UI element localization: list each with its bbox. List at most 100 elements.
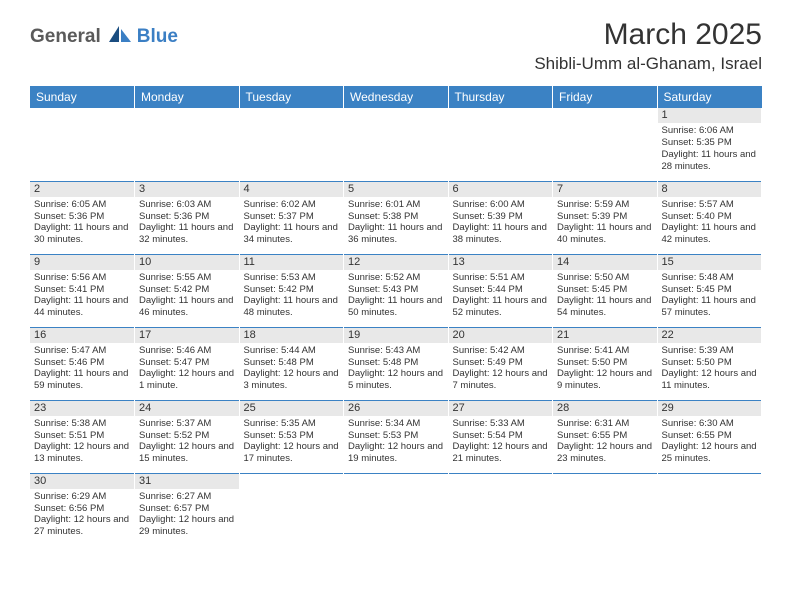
day-number bbox=[658, 474, 762, 489]
calendar-day-cell: 16Sunrise: 5:47 AMSunset: 5:46 PMDayligh… bbox=[30, 327, 135, 400]
calendar-day-cell: 9Sunrise: 5:56 AMSunset: 5:41 PMDaylight… bbox=[30, 254, 135, 327]
calendar-day-cell: 12Sunrise: 5:52 AMSunset: 5:43 PMDayligh… bbox=[344, 254, 449, 327]
calendar-day-cell bbox=[239, 108, 344, 181]
calendar-day-cell: 25Sunrise: 5:35 AMSunset: 5:53 PMDayligh… bbox=[239, 400, 344, 473]
calendar-day-cell: 20Sunrise: 5:42 AMSunset: 5:49 PMDayligh… bbox=[448, 327, 553, 400]
calendar-day-cell: 21Sunrise: 5:41 AMSunset: 5:50 PMDayligh… bbox=[553, 327, 658, 400]
weekday-header: Monday bbox=[135, 86, 240, 108]
calendar-week-row: 30Sunrise: 6:29 AMSunset: 6:56 PMDayligh… bbox=[30, 473, 762, 546]
calendar-day-cell: 8Sunrise: 5:57 AMSunset: 5:40 PMDaylight… bbox=[657, 181, 762, 254]
calendar-day-cell bbox=[448, 473, 553, 546]
calendar-week-row: 2Sunrise: 6:05 AMSunset: 5:36 PMDaylight… bbox=[30, 181, 762, 254]
day-number: 18 bbox=[240, 328, 344, 343]
calendar-day-cell: 24Sunrise: 5:37 AMSunset: 5:52 PMDayligh… bbox=[135, 400, 240, 473]
day-details: Sunrise: 5:43 AMSunset: 5:48 PMDaylight:… bbox=[344, 343, 448, 395]
day-details: Sunrise: 6:29 AMSunset: 6:56 PMDaylight:… bbox=[30, 489, 134, 541]
day-details: Sunrise: 6:00 AMSunset: 5:39 PMDaylight:… bbox=[449, 197, 553, 249]
calendar-day-cell bbox=[657, 473, 762, 546]
day-details: Sunrise: 6:01 AMSunset: 5:38 PMDaylight:… bbox=[344, 197, 448, 249]
calendar-day-cell: 2Sunrise: 6:05 AMSunset: 5:36 PMDaylight… bbox=[30, 181, 135, 254]
day-number: 4 bbox=[240, 182, 344, 197]
day-number: 6 bbox=[449, 182, 553, 197]
day-number: 21 bbox=[553, 328, 657, 343]
logo-text-blue: Blue bbox=[137, 26, 178, 48]
day-number: 20 bbox=[449, 328, 553, 343]
weekday-header: Tuesday bbox=[239, 86, 344, 108]
day-details: Sunrise: 5:51 AMSunset: 5:44 PMDaylight:… bbox=[449, 270, 553, 322]
calendar-day-cell: 13Sunrise: 5:51 AMSunset: 5:44 PMDayligh… bbox=[448, 254, 553, 327]
calendar-day-cell bbox=[30, 108, 135, 181]
day-details: Sunrise: 5:33 AMSunset: 5:54 PMDaylight:… bbox=[449, 416, 553, 468]
weekday-header: Sunday bbox=[30, 86, 135, 108]
day-number bbox=[553, 474, 657, 489]
calendar-day-cell: 23Sunrise: 5:38 AMSunset: 5:51 PMDayligh… bbox=[30, 400, 135, 473]
day-details: Sunrise: 5:48 AMSunset: 5:45 PMDaylight:… bbox=[658, 270, 762, 322]
day-details: Sunrise: 6:02 AMSunset: 5:37 PMDaylight:… bbox=[240, 197, 344, 249]
day-details: Sunrise: 6:06 AMSunset: 5:35 PMDaylight:… bbox=[658, 123, 762, 175]
calendar-day-cell: 14Sunrise: 5:50 AMSunset: 5:45 PMDayligh… bbox=[553, 254, 658, 327]
day-details: Sunrise: 5:47 AMSunset: 5:46 PMDaylight:… bbox=[30, 343, 134, 395]
calendar-day-cell: 18Sunrise: 5:44 AMSunset: 5:48 PMDayligh… bbox=[239, 327, 344, 400]
day-number bbox=[240, 108, 344, 123]
calendar-day-cell: 31Sunrise: 6:27 AMSunset: 6:57 PMDayligh… bbox=[135, 473, 240, 546]
calendar-day-cell: 26Sunrise: 5:34 AMSunset: 5:53 PMDayligh… bbox=[344, 400, 449, 473]
day-details: Sunrise: 6:03 AMSunset: 5:36 PMDaylight:… bbox=[135, 197, 239, 249]
calendar-week-row: 9Sunrise: 5:56 AMSunset: 5:41 PMDaylight… bbox=[30, 254, 762, 327]
day-number: 22 bbox=[658, 328, 762, 343]
day-number: 9 bbox=[30, 255, 134, 270]
calendar-day-cell: 5Sunrise: 6:01 AMSunset: 5:38 PMDaylight… bbox=[344, 181, 449, 254]
day-number bbox=[449, 108, 553, 123]
calendar-day-cell bbox=[448, 108, 553, 181]
day-details: Sunrise: 6:05 AMSunset: 5:36 PMDaylight:… bbox=[30, 197, 134, 249]
weekday-header: Saturday bbox=[657, 86, 762, 108]
day-details: Sunrise: 6:31 AMSunset: 6:55 PMDaylight:… bbox=[553, 416, 657, 468]
day-number: 10 bbox=[135, 255, 239, 270]
calendar-day-cell: 27Sunrise: 5:33 AMSunset: 5:54 PMDayligh… bbox=[448, 400, 553, 473]
calendar-day-cell bbox=[344, 108, 449, 181]
day-number: 13 bbox=[449, 255, 553, 270]
weekday-header: Thursday bbox=[448, 86, 553, 108]
calendar-week-row: 1Sunrise: 6:06 AMSunset: 5:35 PMDaylight… bbox=[30, 108, 762, 181]
calendar-day-cell: 29Sunrise: 6:30 AMSunset: 6:55 PMDayligh… bbox=[657, 400, 762, 473]
day-details: Sunrise: 5:35 AMSunset: 5:53 PMDaylight:… bbox=[240, 416, 344, 468]
calendar-day-cell: 11Sunrise: 5:53 AMSunset: 5:42 PMDayligh… bbox=[239, 254, 344, 327]
day-details: Sunrise: 5:50 AMSunset: 5:45 PMDaylight:… bbox=[553, 270, 657, 322]
header: General Blue March 2025 Shibli-Umm al-Gh… bbox=[0, 0, 792, 80]
calendar-day-cell bbox=[239, 473, 344, 546]
day-details: Sunrise: 5:39 AMSunset: 5:50 PMDaylight:… bbox=[658, 343, 762, 395]
day-number: 23 bbox=[30, 401, 134, 416]
day-number: 2 bbox=[30, 182, 134, 197]
day-details: Sunrise: 5:37 AMSunset: 5:52 PMDaylight:… bbox=[135, 416, 239, 468]
calendar-day-cell: 6Sunrise: 6:00 AMSunset: 5:39 PMDaylight… bbox=[448, 181, 553, 254]
calendar-day-cell: 30Sunrise: 6:29 AMSunset: 6:56 PMDayligh… bbox=[30, 473, 135, 546]
calendar-day-cell: 10Sunrise: 5:55 AMSunset: 5:42 PMDayligh… bbox=[135, 254, 240, 327]
day-details: Sunrise: 5:41 AMSunset: 5:50 PMDaylight:… bbox=[553, 343, 657, 395]
logo-text-general: General bbox=[30, 26, 101, 48]
location: Shibli-Umm al-Ghanam, Israel bbox=[534, 54, 762, 74]
day-number: 16 bbox=[30, 328, 134, 343]
day-details: Sunrise: 6:27 AMSunset: 6:57 PMDaylight:… bbox=[135, 489, 239, 541]
calendar-week-row: 16Sunrise: 5:47 AMSunset: 5:46 PMDayligh… bbox=[30, 327, 762, 400]
day-number: 29 bbox=[658, 401, 762, 416]
day-details: Sunrise: 5:56 AMSunset: 5:41 PMDaylight:… bbox=[30, 270, 134, 322]
day-number: 26 bbox=[344, 401, 448, 416]
calendar-table: SundayMondayTuesdayWednesdayThursdayFrid… bbox=[30, 86, 762, 546]
day-details: Sunrise: 5:59 AMSunset: 5:39 PMDaylight:… bbox=[553, 197, 657, 249]
day-number: 12 bbox=[344, 255, 448, 270]
calendar-day-cell: 19Sunrise: 5:43 AMSunset: 5:48 PMDayligh… bbox=[344, 327, 449, 400]
calendar-day-cell: 3Sunrise: 6:03 AMSunset: 5:36 PMDaylight… bbox=[135, 181, 240, 254]
weekday-header: Friday bbox=[553, 86, 658, 108]
calendar-day-cell bbox=[553, 473, 658, 546]
weekday-header-row: SundayMondayTuesdayWednesdayThursdayFrid… bbox=[30, 86, 762, 108]
title-block: March 2025 Shibli-Umm al-Ghanam, Israel bbox=[534, 18, 762, 74]
day-details: Sunrise: 5:46 AMSunset: 5:47 PMDaylight:… bbox=[135, 343, 239, 395]
month-title: March 2025 bbox=[534, 18, 762, 52]
day-number bbox=[344, 474, 448, 489]
calendar-day-cell bbox=[344, 473, 449, 546]
day-number bbox=[240, 474, 344, 489]
day-number: 3 bbox=[135, 182, 239, 197]
calendar-day-cell bbox=[135, 108, 240, 181]
day-details: Sunrise: 5:34 AMSunset: 5:53 PMDaylight:… bbox=[344, 416, 448, 468]
calendar-day-cell: 28Sunrise: 6:31 AMSunset: 6:55 PMDayligh… bbox=[553, 400, 658, 473]
day-details: Sunrise: 5:52 AMSunset: 5:43 PMDaylight:… bbox=[344, 270, 448, 322]
